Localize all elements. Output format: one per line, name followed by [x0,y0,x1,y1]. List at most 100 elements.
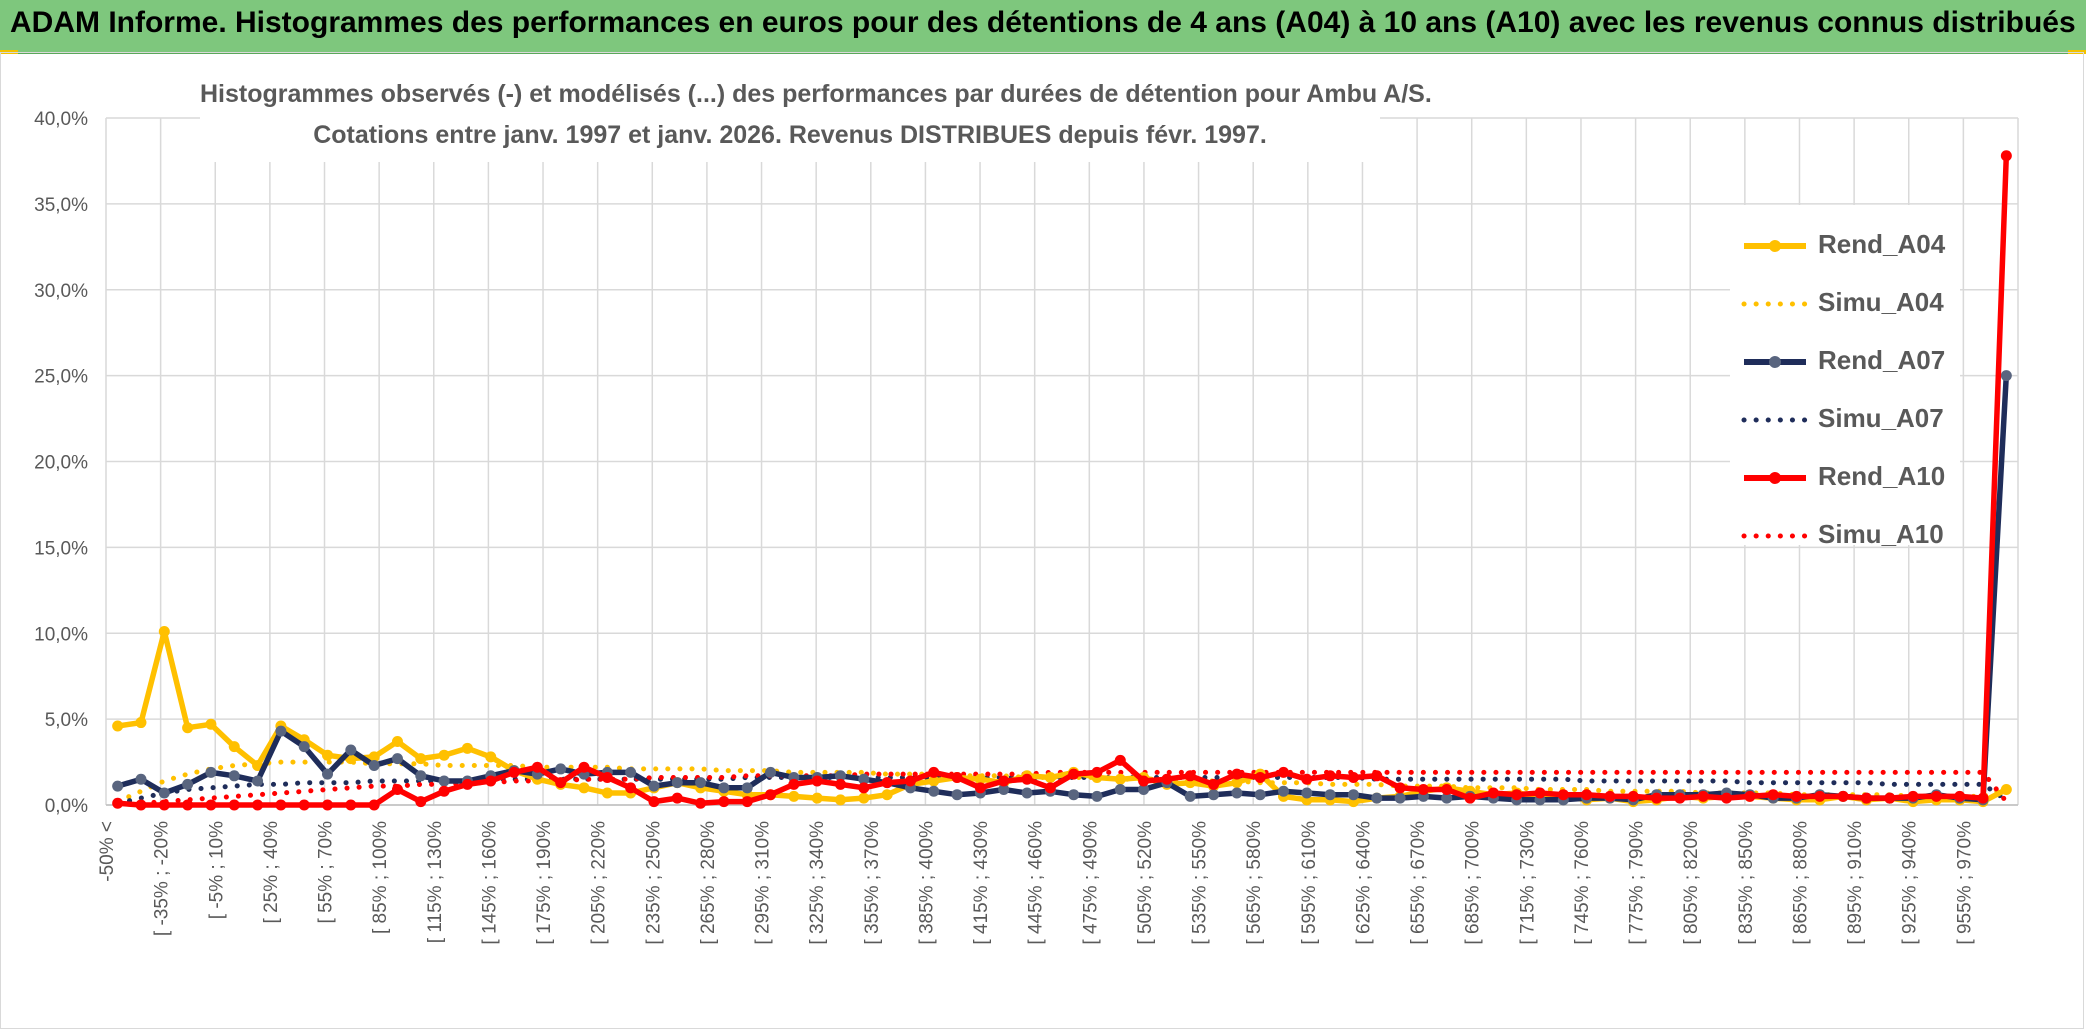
rend-a04-point [182,722,194,734]
legend-swatch [1744,240,1806,252]
rend-a10-point [1487,787,1499,799]
report-title: ADAM Informe. Histogrammes des performan… [10,6,2076,39]
rend-a10-point [904,775,916,787]
x-tick-label: [ 595% ; 610% [1299,821,1320,945]
rend-a10-point [1021,773,1033,785]
rend-a07-line [116,375,2010,803]
legend-swatch [1744,356,1806,368]
rend-a07-point [858,773,870,785]
rend-a10-point [578,761,590,773]
rend-a04-point [601,787,613,799]
rend-a07-point [322,768,334,780]
x-tick-label: [ -35% ; -20% [152,821,173,936]
rend-a10-point [1441,784,1453,796]
legend-label: Simu_A10 [1818,519,1944,549]
x-tick-label: [ 535% ; 550% [1190,821,1211,945]
rend-a10-point [415,796,427,808]
rend-a10-point [1674,792,1686,804]
rend-a07-point [928,785,940,797]
rend-a10-point [834,778,846,790]
legend-swatch [1744,472,1806,484]
rend-a07-point [182,778,194,790]
x-tick-label: [ 505% ; 520% [1135,821,1156,945]
rend-a07-point [625,766,637,778]
rend-a07-point [834,770,846,782]
x-tick-label: [ 685% ; 700% [1463,821,1484,945]
rend-a10-point [998,775,1010,787]
rend-a04-point [811,792,823,804]
rend-a10-point [158,799,170,811]
rend-a10-point [1231,768,1243,780]
legend-item-rend-a10: Rend_A10 [1740,457,1960,497]
rend-a07-point [1184,790,1196,802]
rend-a10-point [765,789,777,801]
legend-swatch-marker [1769,356,1781,368]
rend-a10-point [1394,782,1406,794]
rend-a10-point [205,799,217,811]
rend-a10-point [1254,772,1266,784]
chart-legend: Rend_A04 Simu_A04 Rend_A07 Simu_A07 Rend_A10… [1730,205,1960,549]
rend-a10-point [718,796,730,808]
rend-a10-point [322,799,334,811]
rend-a07-point [368,759,380,771]
rend-a10-point [928,766,940,778]
rend-a07-point [438,775,450,787]
rend-a04-point [858,792,870,804]
rend-a10-point [368,799,380,811]
rend-a04-point [158,626,170,638]
rend-a10-point [298,799,310,811]
legend-swatch-marker [1769,240,1781,252]
rend-a07-point [298,741,310,753]
rend-a10-point [788,778,800,790]
rend-a07-point [671,777,683,789]
rend-a07-point [2000,370,2012,382]
rend-a07-point [391,753,403,765]
rend-a04-point [1044,772,1056,784]
rend-a10-point [555,777,567,789]
x-tick-label: [ 895% ; 910% [1845,821,1866,945]
x-tick-label: [ 355% ; 370% [862,821,883,945]
x-tick-label: [ 115% ; 130% [425,821,446,943]
x-tick-label: [ 565% ; 580% [1244,821,1265,945]
rend-a10-point [1138,775,1150,787]
rend-a10-point [1557,789,1569,801]
rend-a07-point [1068,789,1080,801]
rend-a10-point [1511,789,1523,801]
rend-a04-point [928,775,940,787]
rend-a10-point [974,782,986,794]
rend-a10-point [1907,790,1919,802]
rend-a07-point [1021,787,1033,799]
x-tick-label: [ 175% ; 190% [534,821,555,945]
y-tick-label: 15,0% [34,538,88,559]
rend-a10-point [508,766,520,778]
rend-a07-point [998,784,1010,796]
legend-item-rend-a07: Rend_A07 [1740,341,1960,381]
x-tick-label: [ 835% ; 850% [1736,821,1757,945]
rend-a10-point [1930,790,1942,802]
rend-a10-point [1814,790,1826,802]
rend-a04-point [461,742,473,754]
rend-a04-line [117,628,2008,805]
rend-a10-point [1884,792,1896,804]
legend-item-simu-a10: Simu_A10 [1740,515,1960,555]
rend-a10-point [1068,768,1080,780]
rend-a04-point [974,773,986,785]
x-tick-label: [ 655% ; 670% [1408,821,1429,945]
rend-a10-point [1627,790,1639,802]
rend-a10-point [695,797,707,809]
chart-frame [0,52,2084,1029]
x-tick-label: [ 865% ; 880% [1790,821,1811,945]
rend-a07-point [951,789,963,801]
rend-a07-point [648,780,660,792]
x-tick-label: [ 805% ; 820% [1681,821,1702,945]
y-tick-label: 25,0% [34,367,88,388]
chart-subtitle: Histogrammes observés (-) et modélisés (… [200,74,1432,162]
y-tick-label: 10,0% [34,624,88,645]
rend-a04-point [1114,773,1126,785]
rend-a10-point [881,777,893,789]
x-tick-label: [ 715% ; 730% [1517,821,1538,945]
rend-a10-point [112,797,124,809]
x-tick-label: [ 55% ; 70% [316,821,337,924]
rend-a10-point [951,772,963,784]
rend-a07-point [1254,789,1266,801]
